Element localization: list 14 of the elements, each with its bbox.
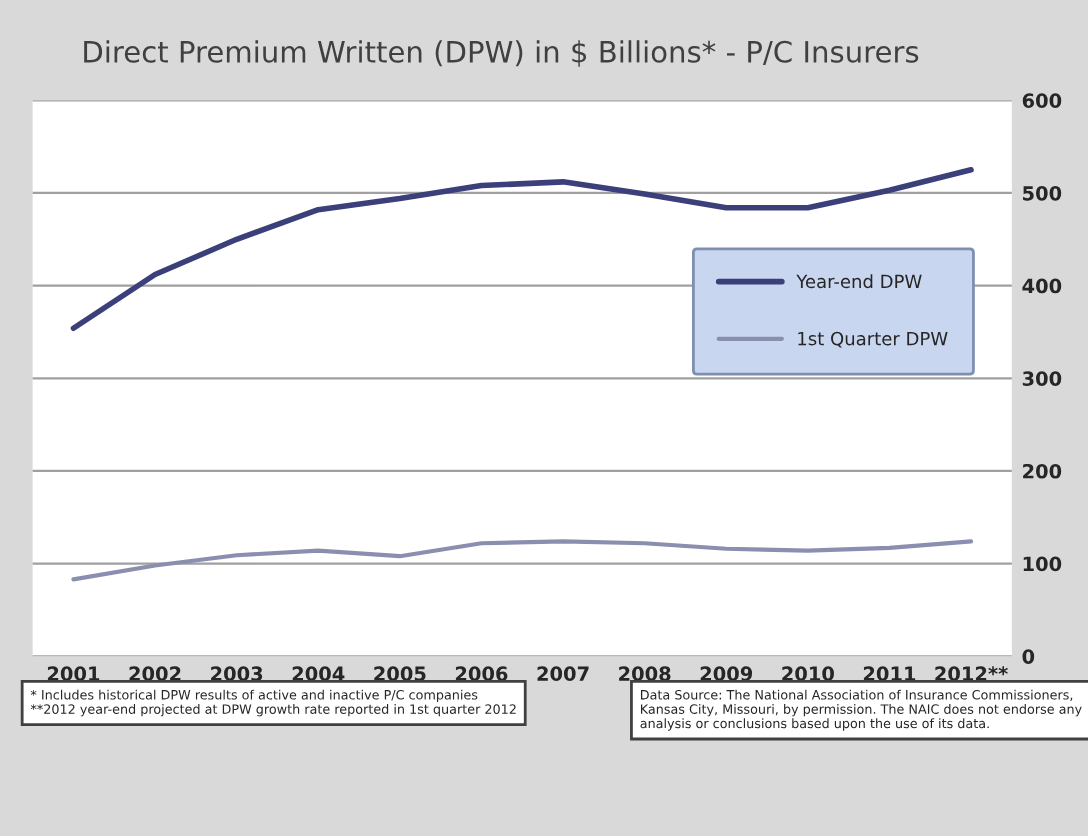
legend-label: 1st Quarter DPW (798, 331, 948, 348)
y-tick-label: 600 (1022, 93, 1062, 108)
y-tick-label: 0 (1022, 649, 1035, 664)
line-series (70, 167, 974, 332)
chart-title: Direct Premium Written (DPW) in $ Billions* - P/C Insurers (84, 40, 919, 67)
y-tick-label: 100 (1023, 556, 1062, 572)
line-series (71, 539, 974, 582)
y-tick-label: 300 (1022, 371, 1062, 386)
y-tick-label: 400 (1022, 278, 1062, 294)
y-tick-label: 500 (1023, 185, 1062, 201)
legend-label: Year-end DPW (796, 274, 922, 289)
x-tick-label: 2007 (537, 666, 589, 682)
x-tick-label: 2008 (619, 666, 671, 682)
y-tick-label: 200 (1023, 463, 1062, 479)
